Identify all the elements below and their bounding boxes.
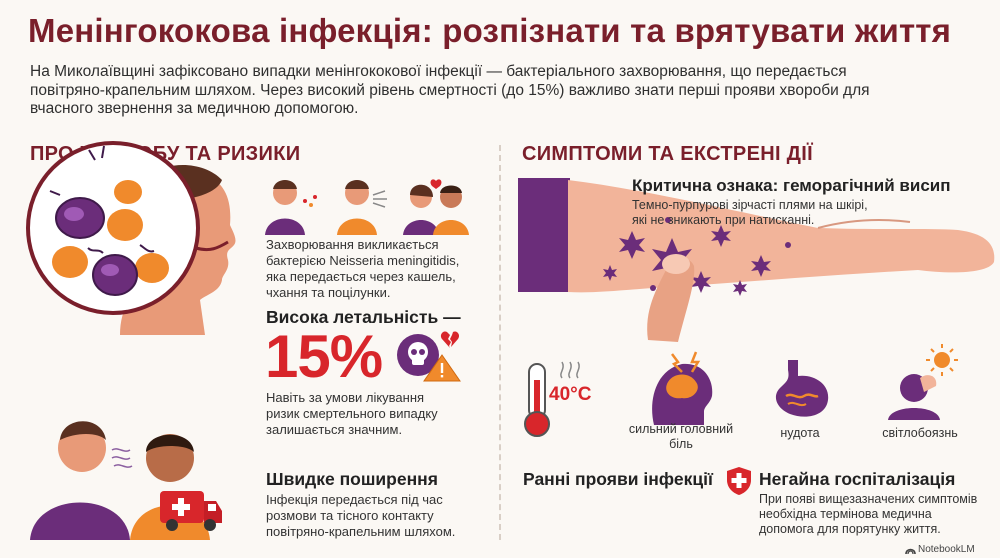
symptom-nausea-label: нудота bbox=[780, 426, 820, 440]
temperature-value: 40°C bbox=[549, 384, 592, 405]
section-divider bbox=[499, 145, 501, 540]
transmission-people-icon bbox=[265, 179, 469, 235]
lethality-title: Висока летальність — bbox=[266, 307, 461, 327]
notebooklm-logo-icon bbox=[905, 548, 916, 555]
page-title: Менінгококова інфекція: розпізнати та вр… bbox=[28, 12, 952, 49]
rash-arm-icon bbox=[518, 178, 995, 342]
footer-brand: NotebookLM bbox=[918, 544, 975, 555]
broken-heart-icon bbox=[440, 331, 460, 348]
hospital-title: Негайна госпіталізація bbox=[759, 469, 956, 489]
photophobia-icon bbox=[888, 344, 958, 420]
spread-title: Швидке поширення bbox=[266, 469, 438, 489]
spread-text: Інфекція передається під час розмови та … bbox=[266, 492, 456, 539]
skull-warning-icon bbox=[397, 334, 461, 382]
rash-text: Темно-пурпурові зірчасті плями на шкірі,… bbox=[632, 198, 868, 227]
lethality-text: Навіть за умови лікування ризик смертель… bbox=[266, 390, 438, 437]
thermometer-icon bbox=[524, 363, 550, 437]
early-signs-title: Ранні прояви інфекції bbox=[523, 469, 713, 489]
stomach-icon bbox=[775, 360, 829, 417]
left-section-heading: ПРО ХВОРОБУ ТА РИЗИКИ bbox=[30, 143, 301, 165]
intro-paragraph: На Миколаївщині зафіксовано випадки мені… bbox=[30, 63, 870, 117]
right-section-heading: СИМПТОМИ ТА ЕКСТРЕНІ ДІЇ bbox=[522, 143, 813, 165]
heat-waves-icon bbox=[560, 361, 580, 379]
symptom-photophobia-label: світлобоязнь bbox=[882, 426, 958, 440]
headache-icon bbox=[652, 351, 713, 425]
symptom-headache-label: сильний головний біль bbox=[628, 422, 734, 451]
lethality-value: 15% bbox=[265, 323, 383, 390]
ambulance-icon bbox=[160, 491, 222, 531]
cause-text: Захворювання викликається бактерією Neis… bbox=[266, 237, 460, 300]
medical-shield-icon bbox=[727, 467, 751, 495]
rash-title: Критична ознака: геморагічний висип bbox=[632, 176, 951, 195]
hospital-text: При появі вищезазначених симптомів необх… bbox=[759, 492, 978, 536]
